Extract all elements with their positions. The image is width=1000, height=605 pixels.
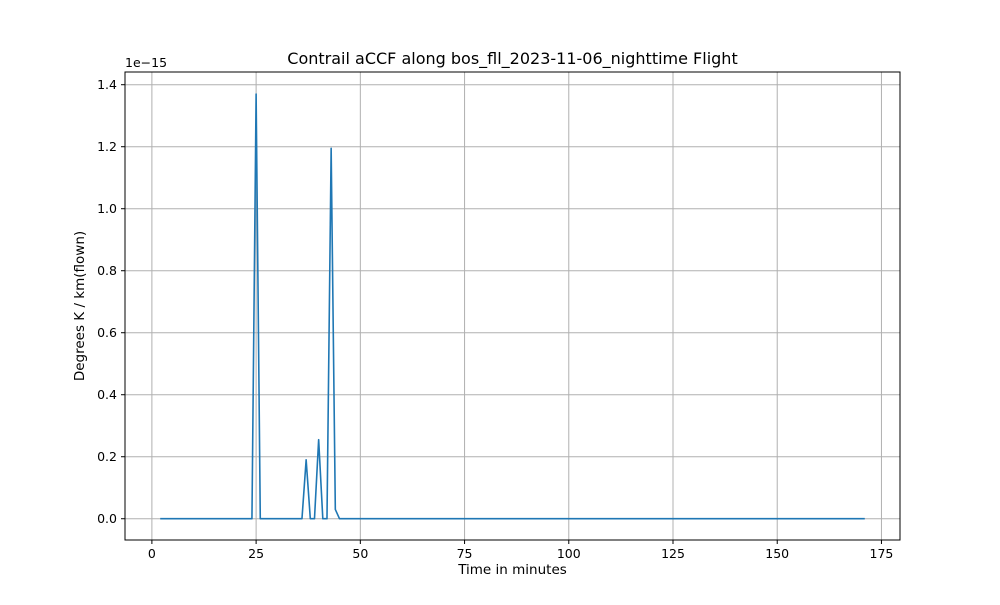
y-tick-label: 0.6 (97, 325, 117, 340)
y-tick-label: 0.0 (97, 511, 117, 526)
y-tick-label: 1.2 (97, 139, 117, 154)
x-tick-label: 50 (352, 546, 368, 561)
x-tick-label: 125 (661, 546, 685, 561)
x-axis: 0 25 50 75 100 125 150 175 (148, 540, 893, 561)
x-axis-label: Time in minutes (457, 562, 567, 578)
chart-title: Contrail aCCF along bos_fll_2023-11-06_n… (287, 49, 737, 69)
x-tick-label: 75 (457, 546, 473, 561)
y-axis-offset-label: 1e−15 (125, 55, 167, 70)
series-line-0 (160, 93, 865, 520)
y-axis: 0.0 0.2 0.4 0.6 0.8 1.0 1.2 1.4 (97, 77, 125, 526)
series-layer (160, 93, 865, 520)
plot-area-frame (124, 71, 901, 541)
grid (125, 72, 900, 540)
x-tick-label: 100 (557, 546, 581, 561)
y-axis-label: Degrees K / km(flown) (72, 231, 88, 381)
y-tick-label: 0.2 (97, 449, 117, 464)
x-tick-label: 150 (765, 546, 789, 561)
y-tick-label: 1.4 (97, 77, 117, 92)
plot-area-background (125, 72, 900, 540)
y-tick-label: 0.4 (97, 387, 117, 402)
x-tick-label: 0 (148, 546, 156, 561)
x-tick-label: 175 (870, 546, 894, 561)
y-tick-label: 1.0 (97, 201, 117, 216)
x-tick-label: 25 (248, 546, 264, 561)
y-tick-label: 0.8 (97, 263, 117, 278)
